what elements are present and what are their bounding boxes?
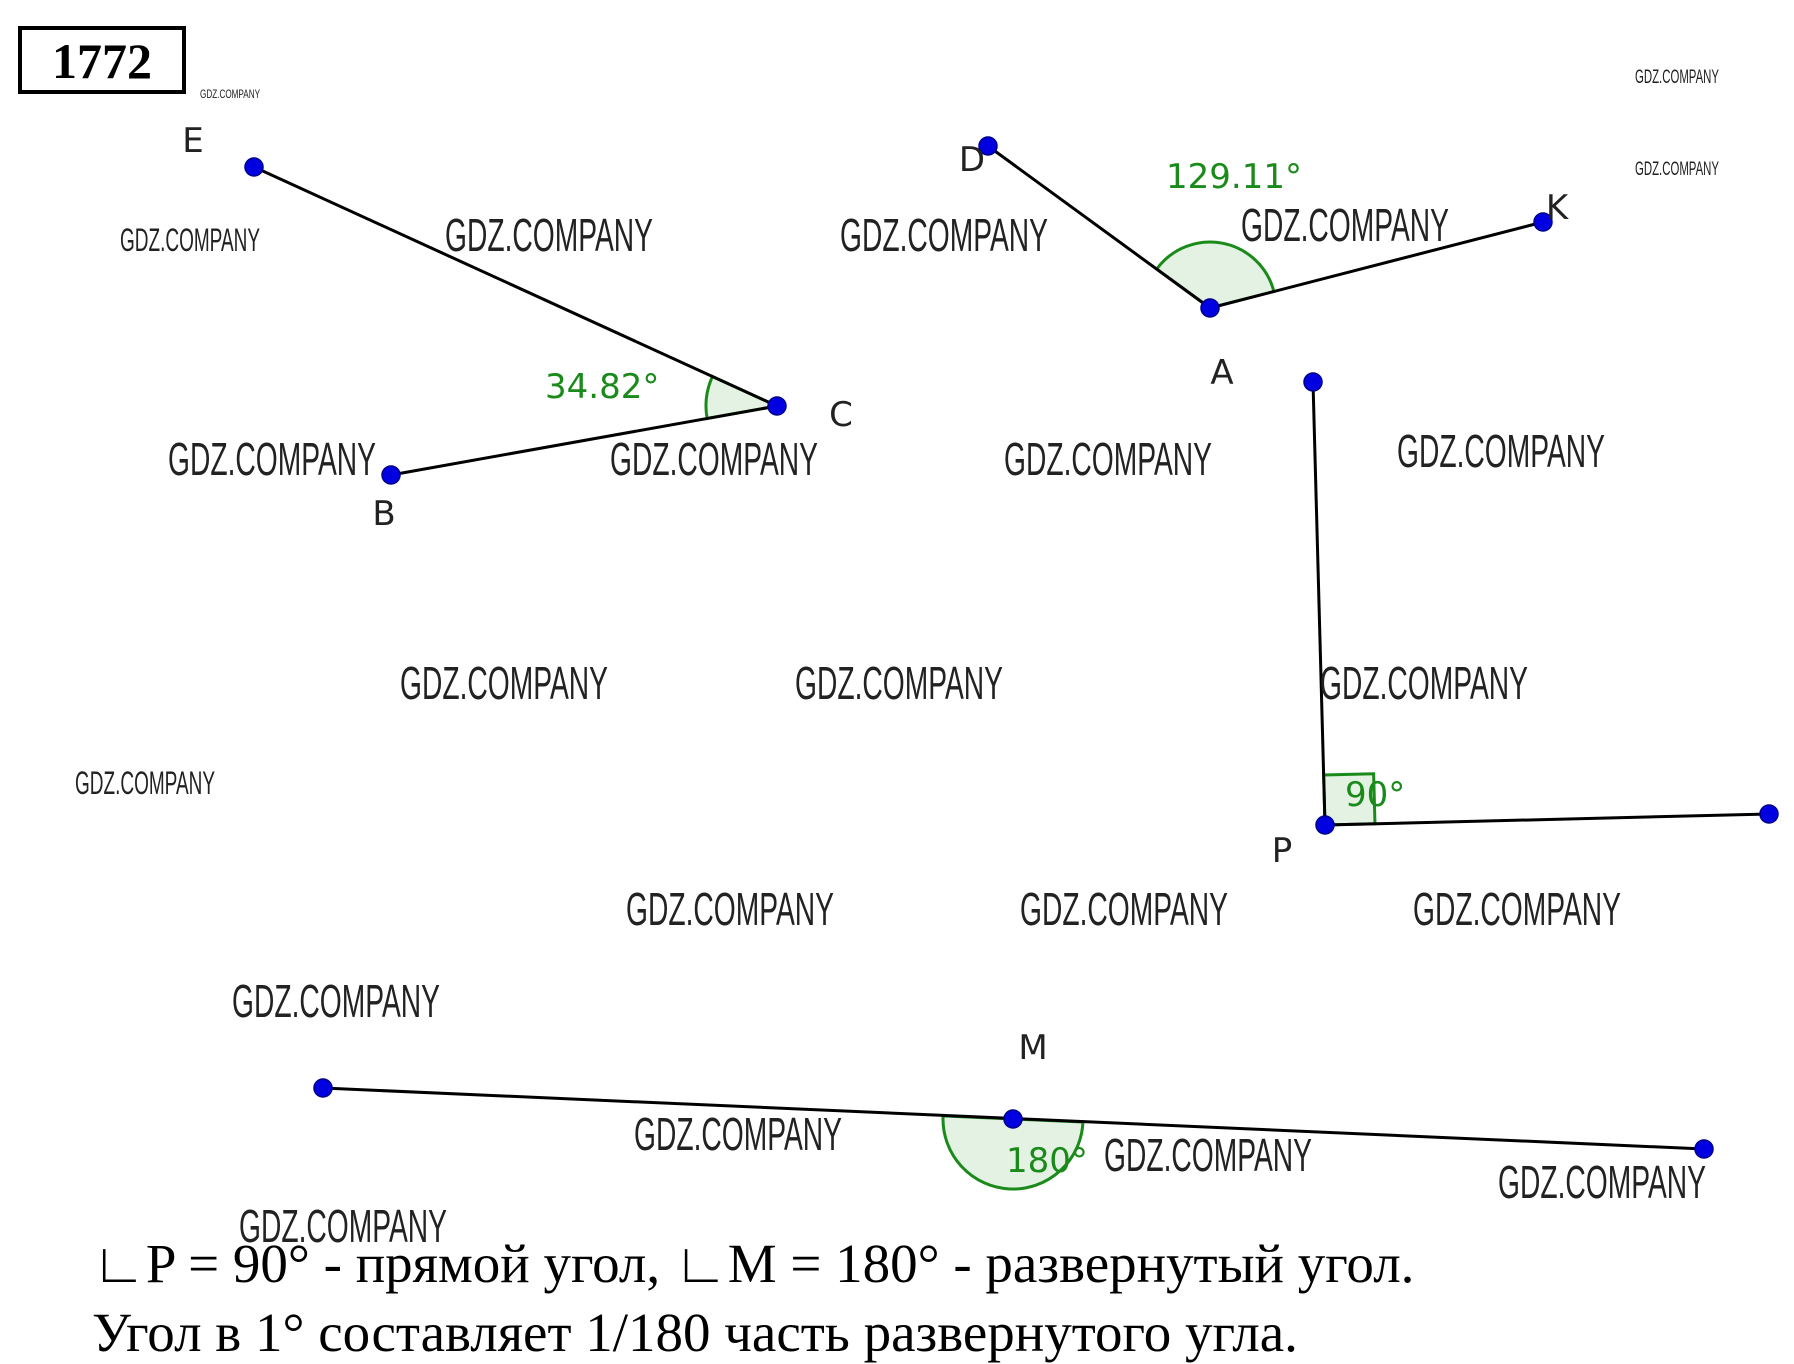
point-label: C [829,395,853,435]
segment [1209,220,1544,310]
point-label: E [182,121,203,161]
angle-label: 90° [1345,775,1405,815]
point [1003,1109,1023,1129]
watermark: GDZ.COMPANY [120,222,260,258]
watermark: GDZ.COMPANY [610,433,818,485]
segment [987,144,1211,310]
point-label: P [1272,831,1293,871]
watermark: GDZ.COMPANY [200,87,260,101]
angle-arc [941,1114,1085,1191]
point-label: A [1210,353,1233,393]
watermark: GDZ.COMPANY [1413,883,1621,935]
watermark: GDZ.COMPANY [1498,1156,1706,1208]
point [313,1078,333,1098]
shapes: E C B D A K P M 34.82° 129.11° 90° 180° GDZ.COMPANY G… [75,67,1779,1252]
segment [390,404,778,477]
watermark: GDZ.COMPANY [239,1200,447,1252]
point-label: M [1018,1028,1047,1068]
watermark: GDZ.COMPANY [75,765,215,801]
watermark: GDZ.COMPANY [1397,425,1605,477]
watermark: GDZ.COMPANY [1004,433,1212,485]
watermark: GDZ.COMPANY [445,209,653,261]
point [1315,815,1335,835]
point [1694,1139,1714,1159]
watermark: GDZ.COMPANY [1020,883,1228,935]
problem-number: 1772 [52,33,152,89]
watermark: GDZ.COMPANY [1320,657,1528,709]
text-line: Угол в 1° составляет 1/180 часть разверн… [92,1302,1298,1363]
watermark: GDZ.COMPANY [1635,159,1719,180]
segment [253,165,778,408]
watermark: GDZ.COMPANY [1241,199,1449,251]
point [767,396,787,416]
point [381,465,401,485]
watermark: GDZ.COMPANY [1635,67,1719,88]
watermark: GDZ.COMPANY [168,433,376,485]
segment [1324,812,1770,827]
point [1533,212,1553,232]
watermark: GDZ.COMPANY [1104,1129,1312,1181]
point [1759,804,1779,824]
point-label: K [1546,188,1570,228]
watermark: GDZ.COMPANY [626,883,834,935]
point-label: B [372,494,395,534]
point [244,157,264,177]
point-label: D [959,140,985,180]
text-line: ∟P = 90° - прямой угол, ∟M = 180° - разв… [92,1233,1414,1294]
angle-label: 129.11° [1166,157,1302,197]
watermark: GDZ.COMPANY [840,209,1048,261]
point [1200,298,1220,318]
watermark: GDZ.COMPANY [634,1108,842,1160]
angle-arc [1154,240,1276,310]
point [1303,372,1323,392]
angle-label: 34.82° [545,367,659,407]
segment [1311,381,1327,826]
watermark: GDZ.COMPANY [400,657,608,709]
number-box [18,26,186,94]
watermark: GDZ.COMPANY [795,657,1003,709]
watermark: GDZ.COMPANY [232,975,440,1027]
point [978,136,998,156]
angle-label: 180° [1006,1141,1088,1181]
